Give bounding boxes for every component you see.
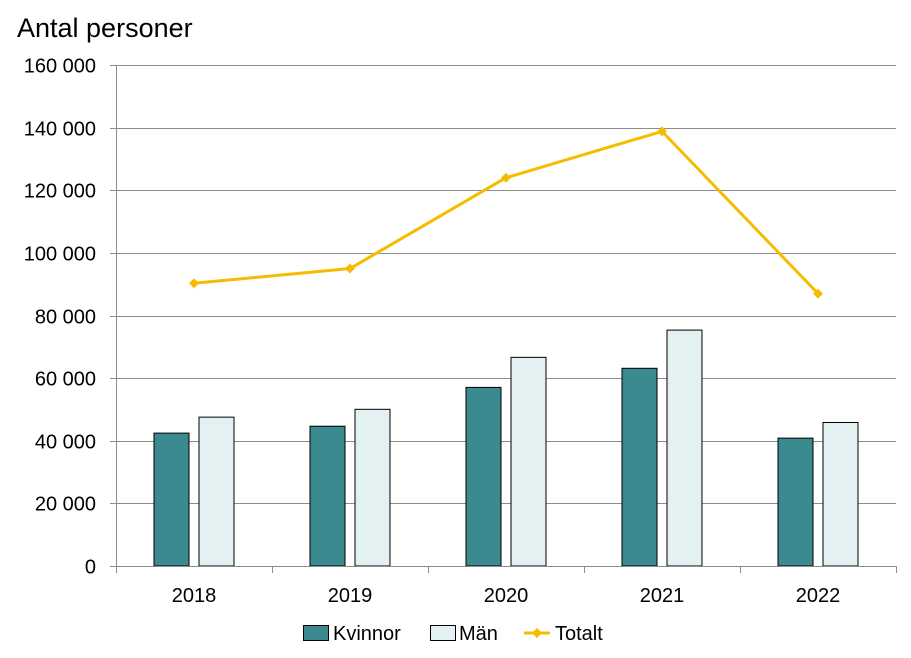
y-tick-label: 40 000 — [35, 432, 96, 454]
line-marker — [501, 172, 511, 183]
y-tick-label: 140 000 — [24, 119, 96, 141]
y-tick-label: 20 000 — [35, 494, 96, 516]
axes — [116, 65, 897, 573]
bar — [777, 437, 814, 567]
gridlines — [110, 65, 896, 567]
y-tick-label: 160 000 — [24, 56, 96, 78]
bar — [198, 416, 235, 567]
legend-swatch — [303, 625, 329, 641]
line-marker — [189, 278, 199, 289]
bar — [621, 367, 658, 567]
bar — [309, 425, 346, 567]
y-tick-label: 100 000 — [24, 244, 96, 266]
bar — [465, 386, 502, 567]
x-tick-label: 2018 — [172, 585, 217, 607]
legend: Kvinnor Män Totalt — [303, 623, 603, 645]
line-marker — [345, 263, 355, 274]
x-tick-label: 2020 — [484, 585, 529, 607]
line-marker — [813, 288, 823, 299]
bar — [510, 356, 547, 567]
legend-swatch — [430, 625, 456, 641]
bar — [153, 432, 190, 567]
bars — [153, 329, 859, 567]
x-tick-label: 2019 — [328, 585, 373, 607]
legend-label: Kvinnor — [333, 623, 401, 645]
bar — [354, 408, 391, 567]
x-axis-tick-labels: 2018 2019 2020 2021 2022 — [172, 585, 841, 607]
x-tick-label: 2022 — [796, 585, 841, 607]
bar — [822, 421, 859, 567]
y-axis-tick-labels: 0 20 000 40 000 60 000 80 000 100 000 120 000 1… — [24, 56, 96, 579]
legend-marker — [532, 628, 542, 638]
chart-title: Antal personer — [17, 13, 193, 43]
series-line — [193, 129, 820, 295]
y-tick-label: 0 — [85, 557, 96, 579]
x-tick-label: 2021 — [640, 585, 685, 607]
total-line — [189, 126, 823, 299]
line-marker — [657, 126, 667, 137]
legend-label: Totalt — [555, 623, 603, 645]
legend-label: Män — [459, 623, 498, 645]
y-tick-label: 120 000 — [24, 181, 96, 203]
y-tick-label: 80 000 — [35, 307, 96, 329]
y-tick-label: 60 000 — [35, 369, 96, 391]
bar — [666, 329, 703, 567]
